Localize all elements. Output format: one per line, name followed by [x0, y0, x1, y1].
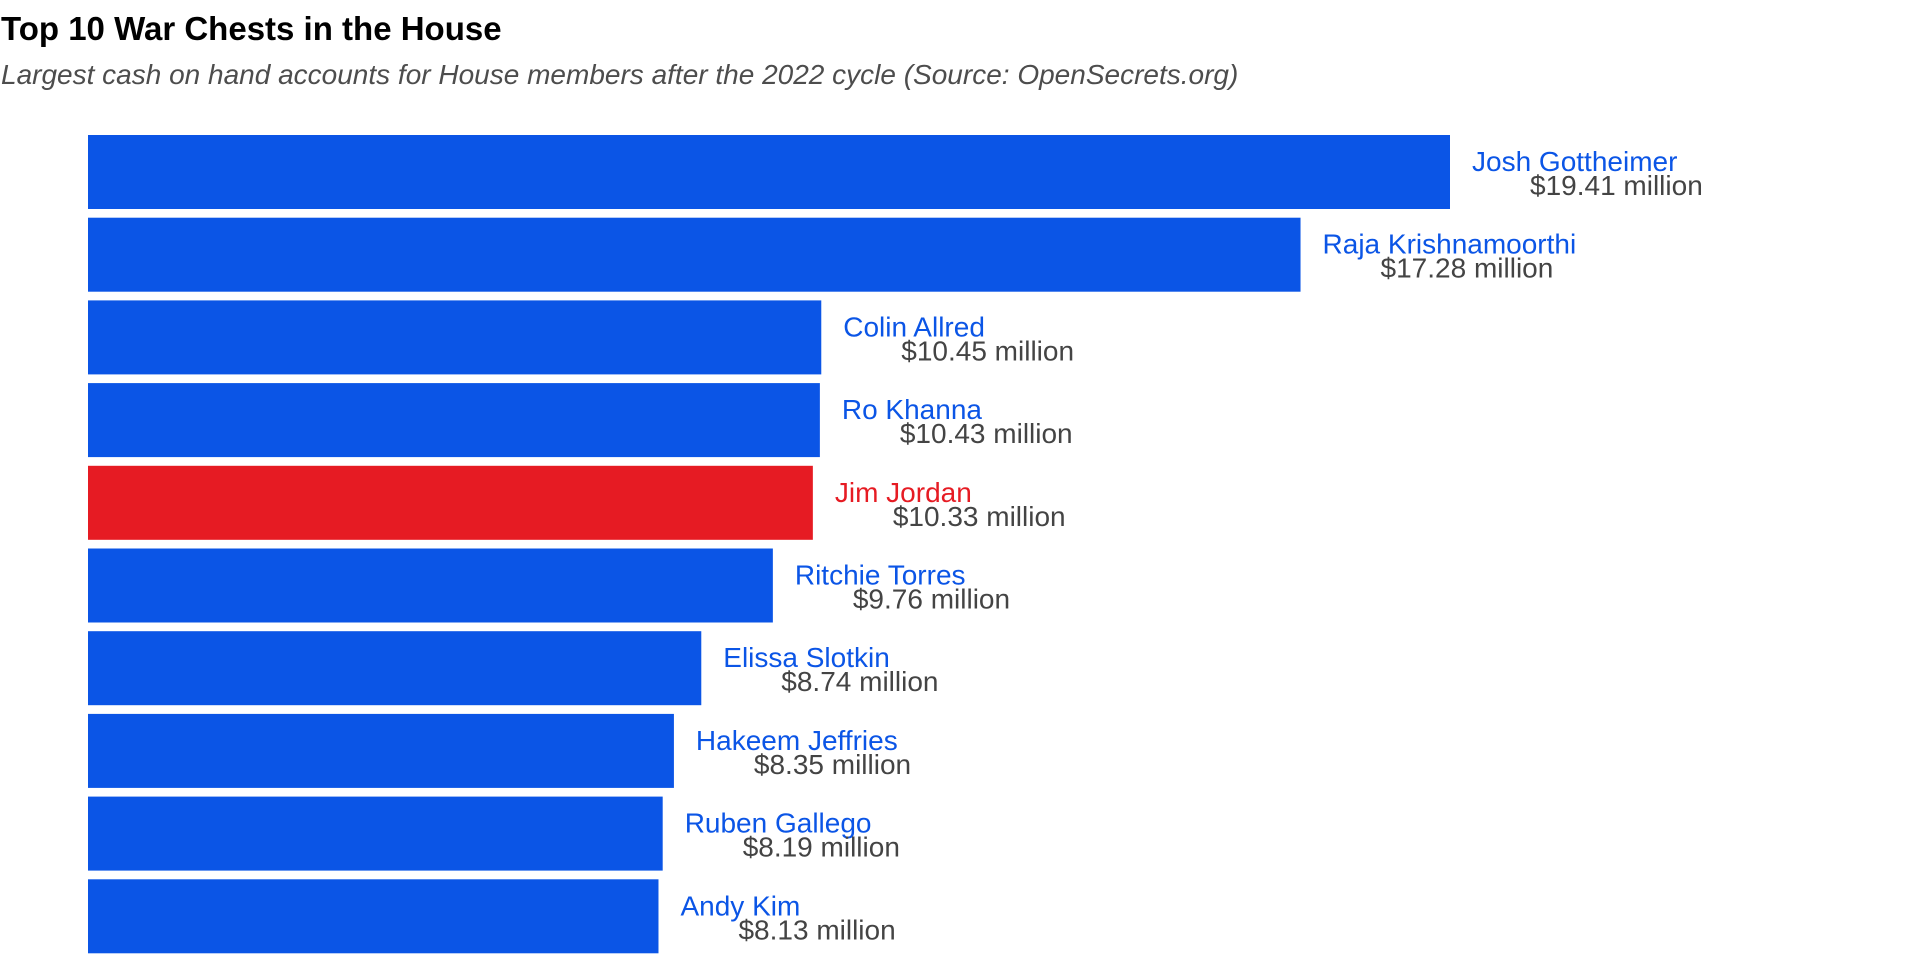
bar-value-label: $10.45 million	[901, 335, 1074, 366]
bar-value-label: $9.76 million	[853, 584, 1010, 615]
bar	[88, 548, 773, 623]
bar	[88, 135, 1450, 209]
bar-name-label: Josh Gottheimer	[1472, 146, 1677, 177]
bar-name-label: Colin Allred	[843, 311, 985, 342]
bar-name-label: Ruben Gallego	[685, 808, 872, 839]
bar	[88, 465, 813, 540]
bars-group	[88, 135, 1450, 954]
bar-value-label: $10.33 million	[893, 501, 1066, 532]
chart-title: Top 10 War Chests in the House	[1, 10, 502, 47]
bar-value-label: $8.74 million	[781, 666, 938, 697]
bar	[88, 383, 820, 458]
bar-value-label: $8.35 million	[754, 749, 911, 780]
bar-value-label: $8.13 million	[738, 914, 895, 945]
labels-group: Josh Gottheimer$19.41 million Raja Krishn…	[680, 146, 1702, 945]
bar-value-label: $17.28 million	[1381, 253, 1554, 284]
bar-value-label: $10.43 million	[900, 418, 1073, 449]
bar	[88, 713, 674, 788]
bar-name-label: Hakeem Jeffries	[696, 725, 898, 756]
bar-name-label: Ro Khanna	[842, 394, 983, 425]
bar	[88, 796, 663, 871]
bar-name-label: Jim Jordan	[835, 477, 972, 508]
bar	[88, 631, 702, 706]
bar-value-label: $8.19 million	[743, 832, 900, 863]
bar-name-label: Raja Krishnamoorthi	[1323, 229, 1577, 260]
bar	[88, 300, 822, 375]
bar-name-label: Elissa Slotkin	[723, 642, 890, 673]
bar-name-label: Ritchie Torres	[795, 560, 966, 591]
bar-value-label: $19.41 million	[1530, 170, 1703, 201]
bar	[88, 217, 1301, 292]
chart-subtitle: Largest cash on hand accounts for House …	[1, 59, 1238, 90]
bar	[88, 879, 659, 954]
bar-name-label: Andy Kim	[680, 890, 800, 921]
